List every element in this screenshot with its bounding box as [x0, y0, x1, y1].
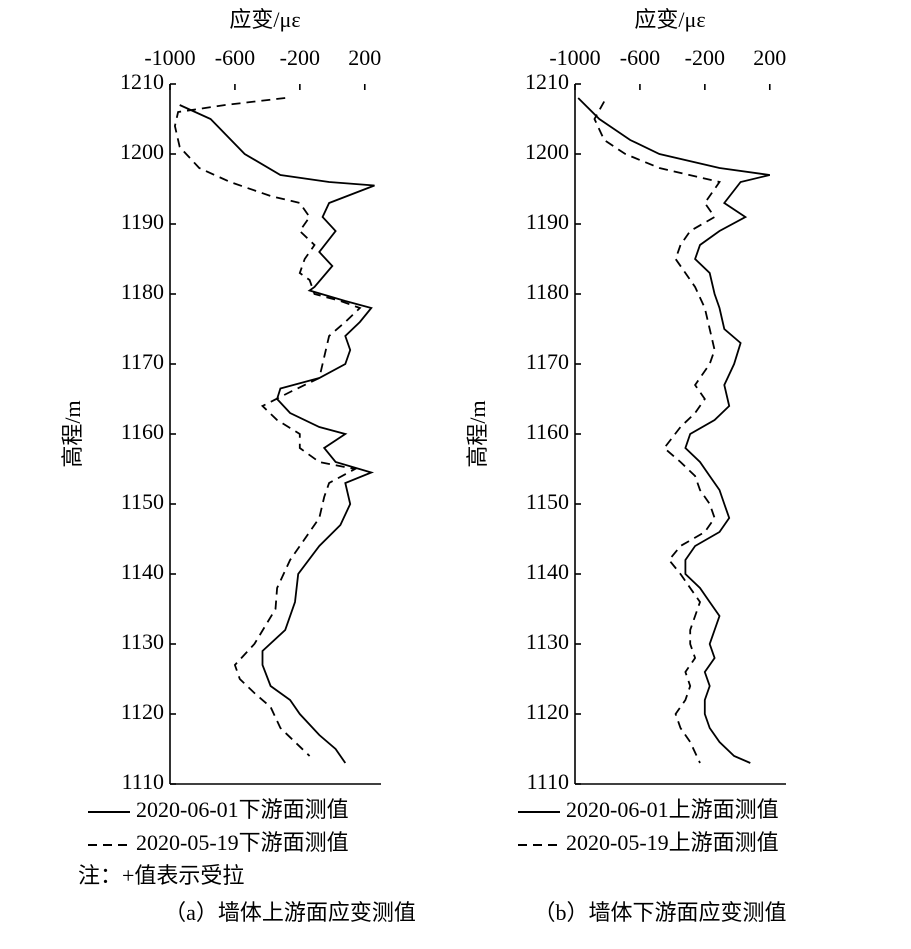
y-tick-label: 1130 — [121, 629, 164, 654]
data-line — [577, 97, 771, 764]
data-line — [593, 101, 722, 764]
y-tick-label: 1200 — [525, 139, 569, 164]
legend-label: 2020-06-01下游面测值 — [136, 797, 349, 822]
data-line — [179, 104, 375, 764]
y-tick-label: 1190 — [526, 209, 569, 234]
y-tick-label: 1120 — [526, 699, 569, 724]
legend-label: 2020-06-01上游面测值 — [566, 797, 779, 822]
y-tick-label: 1110 — [527, 769, 569, 794]
x-tick-label: -1000 — [549, 45, 600, 70]
x-axis-label: 应变/με — [634, 7, 705, 32]
x-tick-label: -1000 — [144, 45, 195, 70]
x-tick-label: 200 — [753, 45, 786, 70]
y-tick-label: 1190 — [121, 209, 164, 234]
x-tick-label: -600 — [620, 45, 660, 70]
y-tick-label: 1200 — [120, 139, 164, 164]
y-tick-label: 1210 — [525, 69, 569, 94]
y-tick-label: 1150 — [526, 489, 569, 514]
legend-label: 2020-05-19下游面测值 — [136, 830, 349, 855]
caption: （a）墙体上游面应变测值 — [164, 900, 416, 925]
y-tick-label: 1170 — [121, 349, 164, 374]
y-tick-label: 1110 — [122, 769, 164, 794]
y-tick-label: 1180 — [526, 279, 569, 304]
y-tick-label: 1160 — [121, 419, 164, 444]
y-axis-label: 高程/m — [465, 400, 490, 467]
caption: （b）墙体下游面应变测值 — [533, 900, 786, 925]
y-tick-label: 1130 — [526, 629, 569, 654]
data-line — [173, 97, 362, 757]
x-tick-label: -200 — [685, 45, 725, 70]
y-tick-label: 1140 — [121, 559, 164, 584]
y-tick-label: 1150 — [121, 489, 164, 514]
x-tick-label: -200 — [280, 45, 320, 70]
y-tick-label: 1170 — [526, 349, 569, 374]
x-tick-label: 200 — [348, 45, 381, 70]
y-tick-label: 1180 — [121, 279, 164, 304]
y-tick-label: 1210 — [120, 69, 164, 94]
legend-label: 2020-05-19上游面测值 — [566, 830, 779, 855]
y-tick-label: 1140 — [526, 559, 569, 584]
x-axis-label: 应变/με — [229, 7, 300, 32]
note: 注：+值表示受拉 — [78, 863, 244, 888]
x-tick-label: -600 — [215, 45, 255, 70]
y-tick-label: 1160 — [526, 419, 569, 444]
y-tick-label: 1120 — [121, 699, 164, 724]
y-axis-label: 高程/m — [60, 400, 85, 467]
